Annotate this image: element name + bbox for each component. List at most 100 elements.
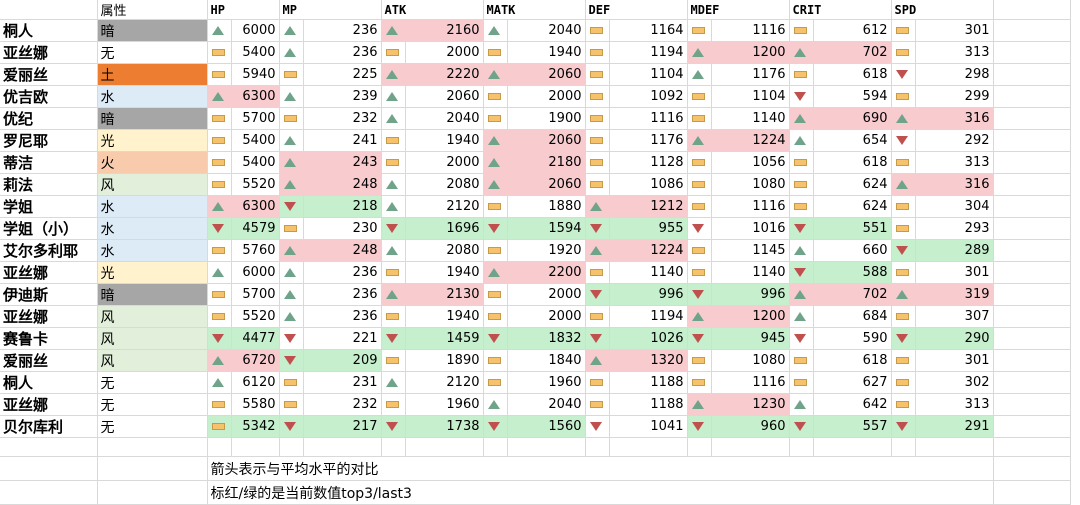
character-name-cell[interactable]: 赛鲁卡 <box>0 327 98 350</box>
trend-icon-cell[interactable] <box>381 371 406 394</box>
stat-value-cell[interactable]: 702 <box>813 41 892 64</box>
stat-value-cell[interactable]: 2000 <box>405 41 484 64</box>
stat-value-cell[interactable]: 302 <box>915 371 994 394</box>
header-cell-mdef[interactable]: MDEF <box>687 0 790 20</box>
stat-value-cell[interactable]: 1188 <box>609 371 688 394</box>
stat-value-cell[interactable]: 313 <box>915 151 994 174</box>
stat-value-cell[interactable]: 612 <box>813 19 892 42</box>
stat-value-cell[interactable]: 243 <box>303 151 382 174</box>
stat-value-cell[interactable]: 290 <box>915 327 994 350</box>
header-cell-spd[interactable]: SPD <box>891 0 994 20</box>
trend-icon-cell[interactable] <box>207 261 232 284</box>
trend-icon-cell[interactable] <box>891 107 916 130</box>
trend-icon-cell[interactable] <box>381 415 406 438</box>
stat-value-cell[interactable]: 5760 <box>231 239 280 262</box>
attribute-cell[interactable]: 光 <box>97 129 208 152</box>
trend-icon-cell[interactable] <box>483 129 508 152</box>
trend-icon-cell[interactable] <box>789 217 814 240</box>
trend-icon-cell[interactable] <box>585 217 610 240</box>
stat-value-cell[interactable]: 304 <box>915 195 994 218</box>
trend-icon-cell[interactable] <box>483 305 508 328</box>
stat-value-cell[interactable]: 292 <box>915 129 994 152</box>
stat-value-cell[interactable]: 241 <box>303 129 382 152</box>
empty-cell[interactable] <box>0 456 98 481</box>
stat-value-cell[interactable]: 232 <box>303 393 382 416</box>
trend-icon-cell[interactable] <box>279 327 304 350</box>
attribute-cell[interactable]: 无 <box>97 415 208 438</box>
trend-icon-cell[interactable] <box>207 195 232 218</box>
stat-value-cell[interactable]: 1230 <box>711 393 790 416</box>
trend-icon-cell[interactable] <box>381 305 406 328</box>
stat-value-cell[interactable]: 654 <box>813 129 892 152</box>
trend-icon-cell[interactable] <box>381 393 406 416</box>
trend-icon-cell[interactable] <box>585 85 610 108</box>
attribute-cell[interactable]: 风 <box>97 327 208 350</box>
stat-value-cell[interactable]: 1224 <box>711 129 790 152</box>
stat-value-cell[interactable]: 1140 <box>711 107 790 130</box>
trend-icon-cell[interactable] <box>789 239 814 262</box>
stat-value-cell[interactable]: 239 <box>303 85 382 108</box>
stat-value-cell[interactable]: 1104 <box>609 63 688 86</box>
trend-icon-cell[interactable] <box>279 393 304 416</box>
header-cell-crit[interactable]: CRIT <box>789 0 892 20</box>
trend-icon-cell[interactable] <box>789 107 814 130</box>
trend-icon-cell[interactable] <box>279 261 304 284</box>
stat-value-cell[interactable]: 1176 <box>609 129 688 152</box>
empty-cell[interactable] <box>993 129 1071 152</box>
stat-value-cell[interactable]: 298 <box>915 63 994 86</box>
trend-icon-cell[interactable] <box>585 151 610 174</box>
trend-icon-cell[interactable] <box>891 151 916 174</box>
trend-icon-cell[interactable] <box>789 305 814 328</box>
trend-icon-cell[interactable] <box>687 63 712 86</box>
trend-icon-cell[interactable] <box>687 349 712 372</box>
stat-value-cell[interactable]: 1459 <box>405 327 484 350</box>
trend-icon-cell[interactable] <box>279 151 304 174</box>
trend-icon-cell[interactable] <box>207 371 232 394</box>
stat-value-cell[interactable]: 2080 <box>405 173 484 196</box>
trend-icon-cell[interactable] <box>789 415 814 438</box>
stat-value-cell[interactable]: 248 <box>303 173 382 196</box>
trend-icon-cell[interactable] <box>381 195 406 218</box>
trend-icon-cell[interactable] <box>687 173 712 196</box>
trend-icon-cell[interactable] <box>483 195 508 218</box>
trend-icon-cell[interactable] <box>279 283 304 306</box>
empty-cell[interactable] <box>993 305 1071 328</box>
empty-cell[interactable] <box>97 456 208 481</box>
stat-value-cell[interactable]: 590 <box>813 327 892 350</box>
trend-icon-cell[interactable] <box>381 129 406 152</box>
trend-icon-cell[interactable] <box>381 327 406 350</box>
stat-value-cell[interactable]: 1116 <box>609 107 688 130</box>
stat-value-cell[interactable]: 2120 <box>405 195 484 218</box>
stat-value-cell[interactable]: 2120 <box>405 371 484 394</box>
trend-icon-cell[interactable] <box>381 151 406 174</box>
trend-icon-cell[interactable] <box>585 239 610 262</box>
stat-value-cell[interactable]: 1890 <box>405 349 484 372</box>
stat-value-cell[interactable]: 1696 <box>405 217 484 240</box>
empty-cell[interactable] <box>711 437 790 457</box>
stat-value-cell[interactable]: 690 <box>813 107 892 130</box>
header-cell-atk[interactable]: ATK <box>381 0 484 20</box>
stat-value-cell[interactable]: 1840 <box>507 349 586 372</box>
trend-icon-cell[interactable] <box>279 349 304 372</box>
stat-value-cell[interactable]: 1116 <box>711 371 790 394</box>
trend-icon-cell[interactable] <box>687 393 712 416</box>
stat-value-cell[interactable]: 301 <box>915 19 994 42</box>
empty-cell[interactable] <box>891 437 916 457</box>
stat-value-cell[interactable]: 2000 <box>405 151 484 174</box>
stat-value-cell[interactable]: 1560 <box>507 415 586 438</box>
trend-icon-cell[interactable] <box>207 63 232 86</box>
trend-icon-cell[interactable] <box>585 107 610 130</box>
empty-cell[interactable] <box>993 283 1071 306</box>
empty-cell[interactable] <box>405 437 484 457</box>
stat-value-cell[interactable]: 945 <box>711 327 790 350</box>
trend-icon-cell[interactable] <box>207 151 232 174</box>
trend-icon-cell[interactable] <box>483 173 508 196</box>
empty-cell[interactable] <box>483 437 508 457</box>
stat-value-cell[interactable]: 2060 <box>507 173 586 196</box>
trend-icon-cell[interactable] <box>687 85 712 108</box>
trend-icon-cell[interactable] <box>585 19 610 42</box>
trend-icon-cell[interactable] <box>891 239 916 262</box>
stat-value-cell[interactable]: 5700 <box>231 283 280 306</box>
empty-cell[interactable] <box>993 456 1071 481</box>
empty-cell[interactable] <box>993 0 1071 20</box>
